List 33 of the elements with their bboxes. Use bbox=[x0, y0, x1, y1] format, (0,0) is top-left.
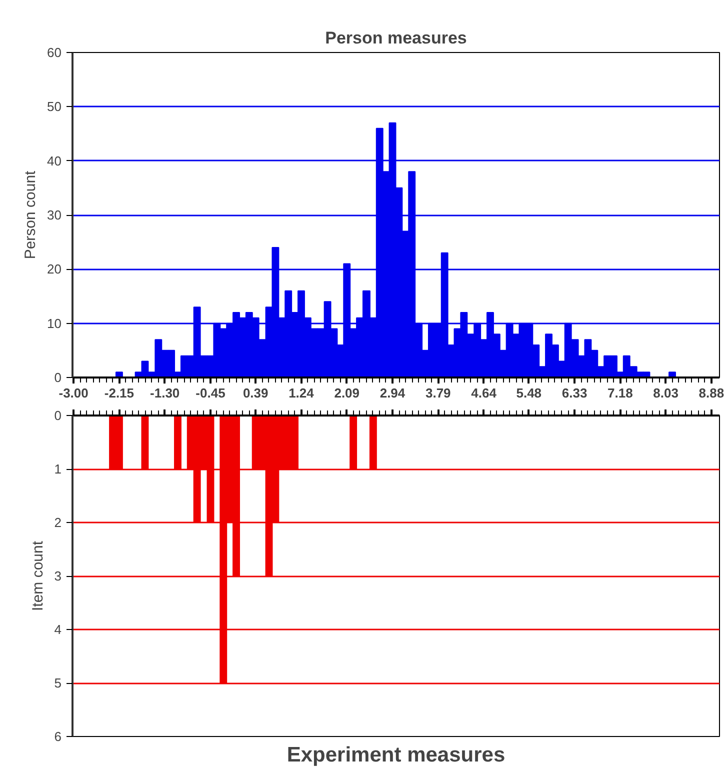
y-tick-label: 5 bbox=[54, 676, 62, 690]
chart-title: Person measures bbox=[325, 28, 467, 48]
y-axis-title: Person count bbox=[22, 170, 40, 260]
y-tick-label: 30 bbox=[47, 208, 62, 222]
x-tick-label: -3.00 bbox=[58, 386, 88, 400]
x-tick-label: 3.79 bbox=[426, 386, 451, 400]
y-tick-label: 6 bbox=[54, 729, 62, 744]
y-tick-label: 20 bbox=[47, 262, 62, 277]
x-tick-label: 2.09 bbox=[334, 386, 360, 400]
x-tick-label: 4.64 bbox=[471, 386, 498, 400]
y-tick-label: 2 bbox=[54, 515, 62, 530]
y-tick-label: 1 bbox=[54, 462, 62, 476]
y-tick-label: 3 bbox=[54, 568, 62, 584]
y-tick-label: 0 bbox=[54, 408, 62, 423]
y-axis-title: Item count bbox=[29, 540, 46, 612]
x-tick-label: 1.24 bbox=[288, 386, 315, 400]
y-tick-label: 0 bbox=[54, 370, 62, 385]
x-tick-label: -1.30 bbox=[150, 386, 180, 400]
x-tick-label: 0.39 bbox=[242, 386, 268, 400]
x-axis-title: Experiment measures bbox=[286, 744, 506, 766]
y-tick-label: 4 bbox=[54, 622, 62, 637]
x-tick-label: -2.15 bbox=[104, 386, 134, 400]
x-tick-label: 2.94 bbox=[380, 386, 406, 400]
x-tick-label: 5.48 bbox=[516, 386, 542, 400]
x-tick-label: 7.18 bbox=[608, 386, 633, 400]
x-tick-label: -0.45 bbox=[196, 386, 226, 400]
x-tick-label: 8.88 bbox=[698, 386, 724, 400]
x-tick-label: 6.33 bbox=[562, 386, 588, 400]
x-tick-label: 8.03 bbox=[653, 386, 678, 400]
y-tick-label: 40 bbox=[47, 153, 62, 168]
y-tick-label: 50 bbox=[47, 99, 62, 114]
y-tick-label: 10 bbox=[47, 316, 62, 331]
y-tick-label: 60 bbox=[47, 45, 62, 60]
